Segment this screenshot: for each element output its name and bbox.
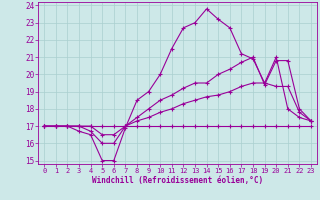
X-axis label: Windchill (Refroidissement éolien,°C): Windchill (Refroidissement éolien,°C) [92,176,263,185]
